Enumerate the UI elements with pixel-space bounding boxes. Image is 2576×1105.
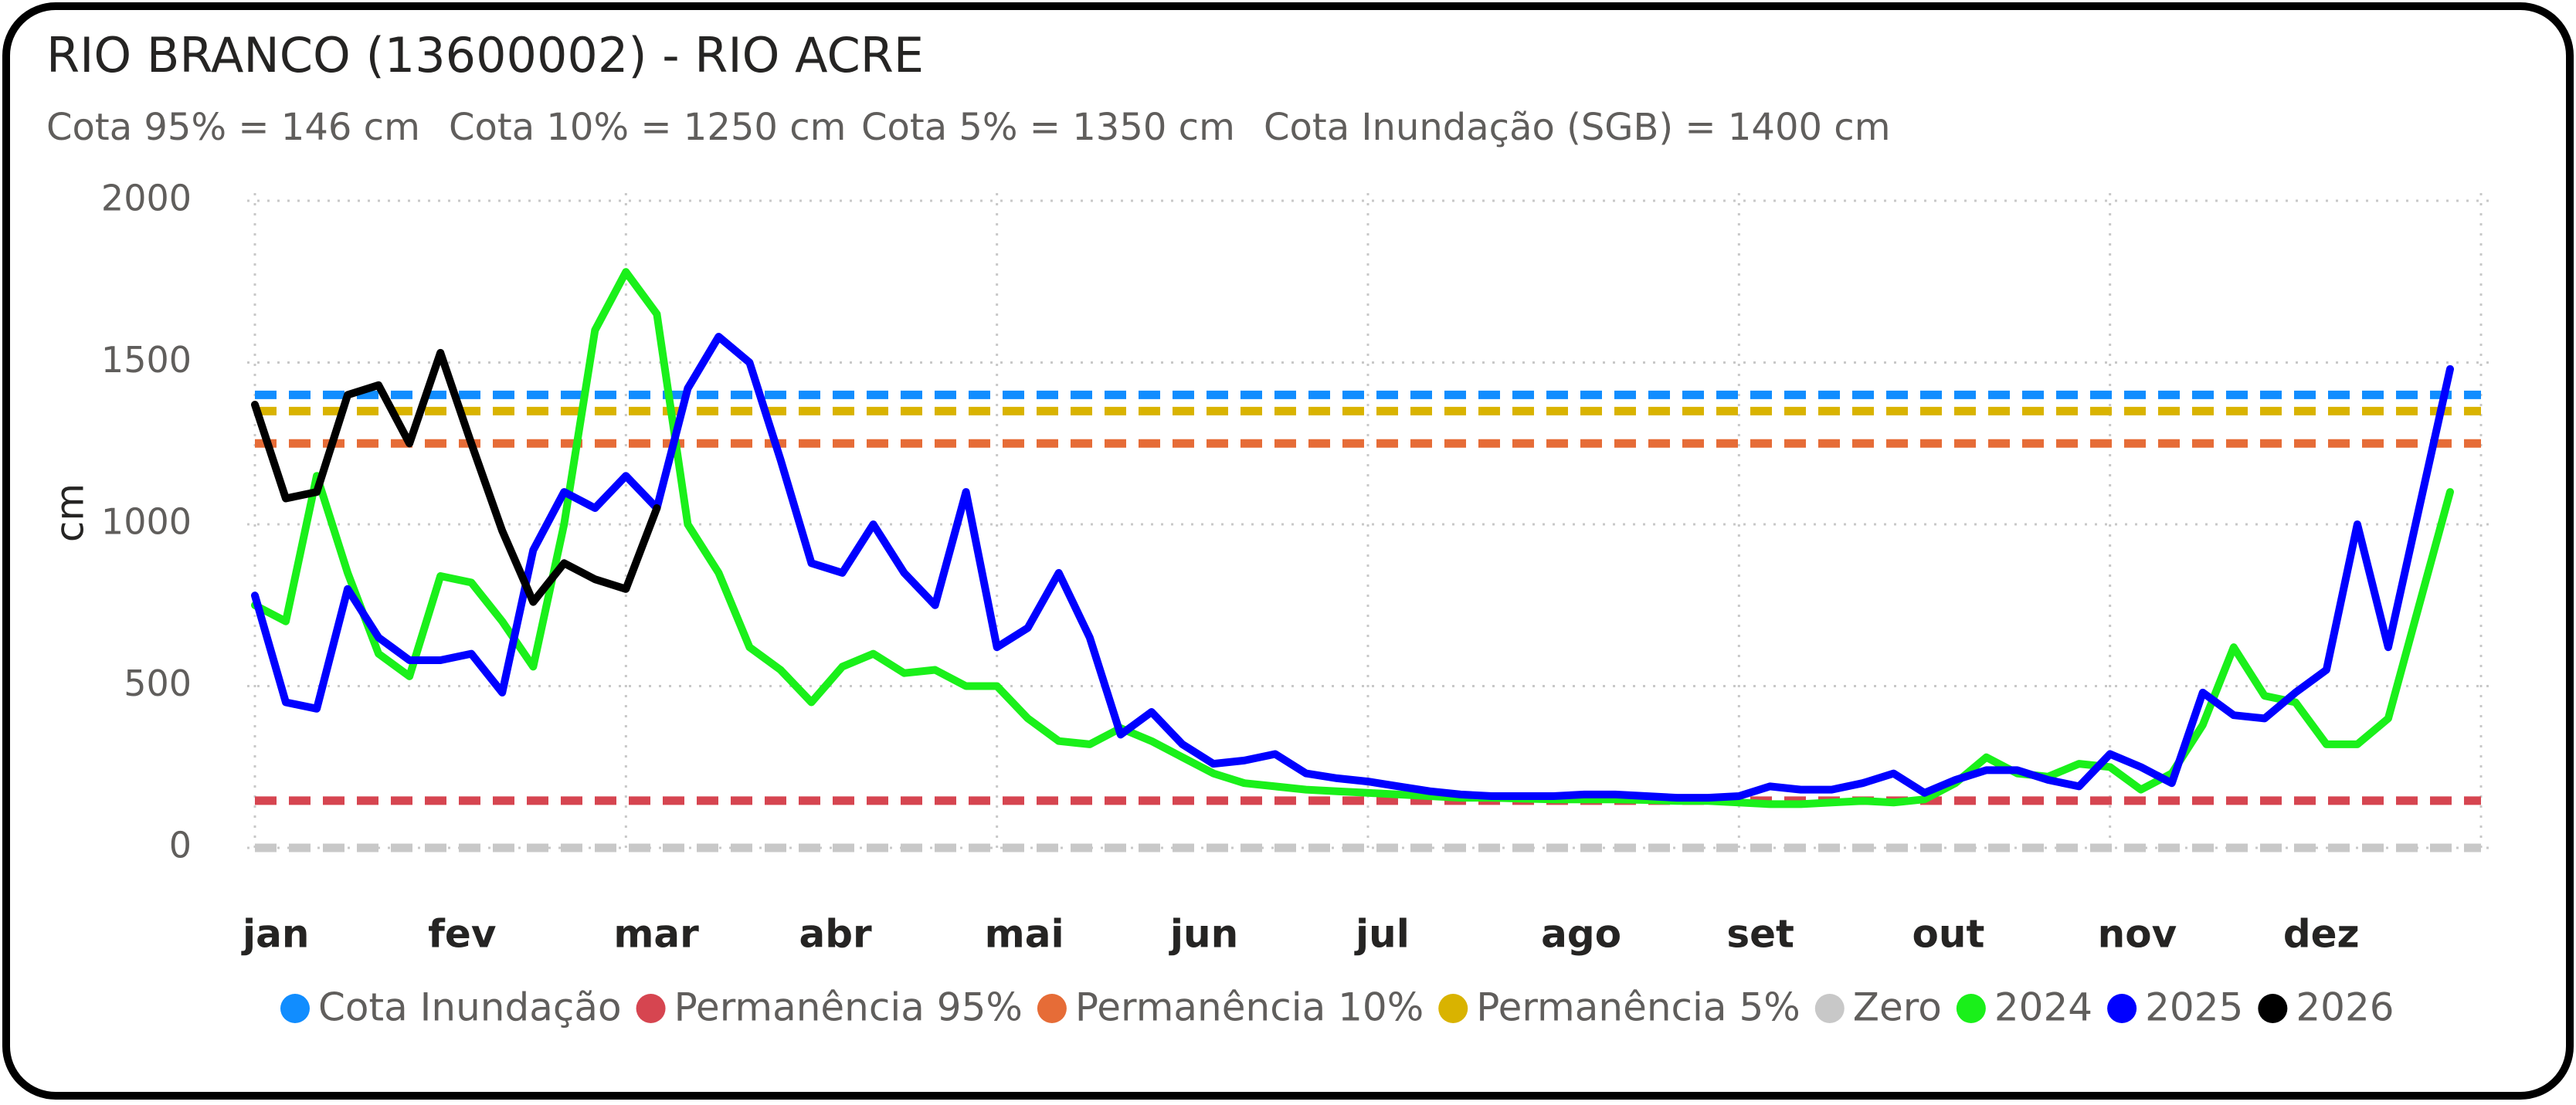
series-line [251, 268, 2454, 808]
legend-marker [1956, 994, 1986, 1023]
legend-label: Permanência 10% [1075, 985, 1424, 1030]
legend-marker [1037, 994, 1067, 1023]
x-tick-label: ago [1541, 912, 1621, 957]
legend-marker [1814, 994, 1845, 1023]
legend-label: Permanência 5% [1476, 985, 1800, 1030]
legend-label: 2024 [1994, 985, 2092, 1030]
subtitle-text: Cota 5% = 1350 cm [861, 106, 1235, 149]
x-tick-label: jun [1169, 912, 1238, 957]
legend-label: 2025 [2145, 985, 2243, 1030]
x-tick-label: jan [241, 912, 309, 957]
x-tick-label: nov [2098, 912, 2177, 957]
x-tick-label: fev [428, 912, 496, 957]
y-tick-label: 2000 [101, 178, 192, 219]
y-tick-label: 1500 [101, 339, 192, 381]
subtitle-text: Cota Inundação (SGB) = 1400 cm [1264, 106, 1890, 149]
x-tick-label: dez [2283, 912, 2360, 957]
legend-marker [636, 994, 666, 1023]
y-tick-label: 1000 [101, 501, 192, 543]
subtitle-text: Cota 10% = 1250 cm [449, 106, 846, 149]
legend-label: Cota Inundação [318, 985, 622, 1030]
x-tick-label: abr [799, 912, 873, 957]
subtitle-text: Cota 95% = 146 cm [46, 106, 420, 149]
series-line [251, 348, 661, 606]
x-tick-label: mar [613, 912, 699, 957]
legend-marker [2258, 994, 2288, 1023]
y-tick-label: 500 [124, 663, 192, 704]
series-line [251, 333, 2454, 802]
legend-label: Zero [1853, 985, 1942, 1030]
legend-marker [2107, 994, 2137, 1023]
chart-title: RIO BRANCO (13600002) - RIO ACRE [46, 27, 924, 83]
x-tick-label: mai [985, 912, 1064, 957]
x-tick-label: out [1912, 912, 1985, 957]
y-axis-title: cm [48, 483, 93, 542]
y-tick-label: 0 [169, 825, 192, 866]
legend-marker [280, 994, 310, 1023]
legend-label: Permanência 95% [674, 985, 1023, 1030]
x-tick-label: set [1726, 912, 1794, 957]
legend-label: 2026 [2296, 985, 2394, 1030]
x-tick-label: jul [1354, 912, 1410, 957]
legend-marker [1438, 994, 1468, 1023]
